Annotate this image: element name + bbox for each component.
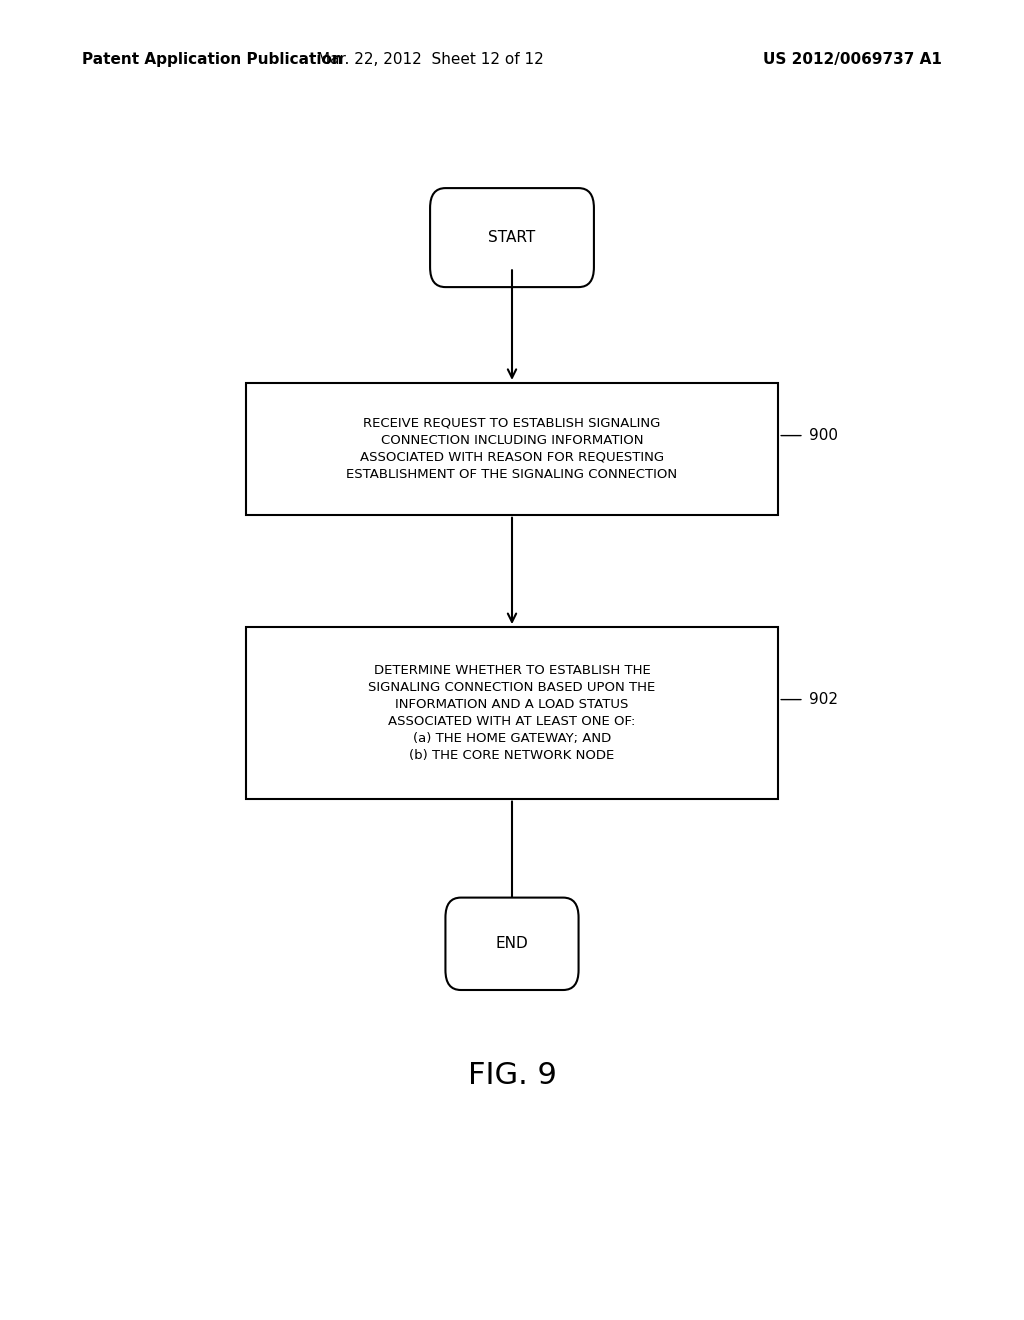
FancyBboxPatch shape [246, 627, 778, 799]
Text: 900: 900 [809, 428, 838, 444]
Text: Mar. 22, 2012  Sheet 12 of 12: Mar. 22, 2012 Sheet 12 of 12 [316, 51, 544, 67]
Text: RECEIVE REQUEST TO ESTABLISH SIGNALING
CONNECTION INCLUDING INFORMATION
ASSOCIAT: RECEIVE REQUEST TO ESTABLISH SIGNALING C… [346, 417, 678, 480]
Text: FIG. 9: FIG. 9 [468, 1061, 556, 1090]
Text: US 2012/0069737 A1: US 2012/0069737 A1 [763, 51, 942, 67]
Text: Patent Application Publication: Patent Application Publication [82, 51, 343, 67]
Text: 902: 902 [809, 692, 838, 708]
FancyBboxPatch shape [430, 189, 594, 288]
Text: END: END [496, 936, 528, 952]
FancyBboxPatch shape [246, 383, 778, 515]
Text: START: START [488, 230, 536, 246]
FancyBboxPatch shape [445, 898, 579, 990]
Text: DETERMINE WHETHER TO ESTABLISH THE
SIGNALING CONNECTION BASED UPON THE
INFORMATI: DETERMINE WHETHER TO ESTABLISH THE SIGNA… [369, 664, 655, 762]
